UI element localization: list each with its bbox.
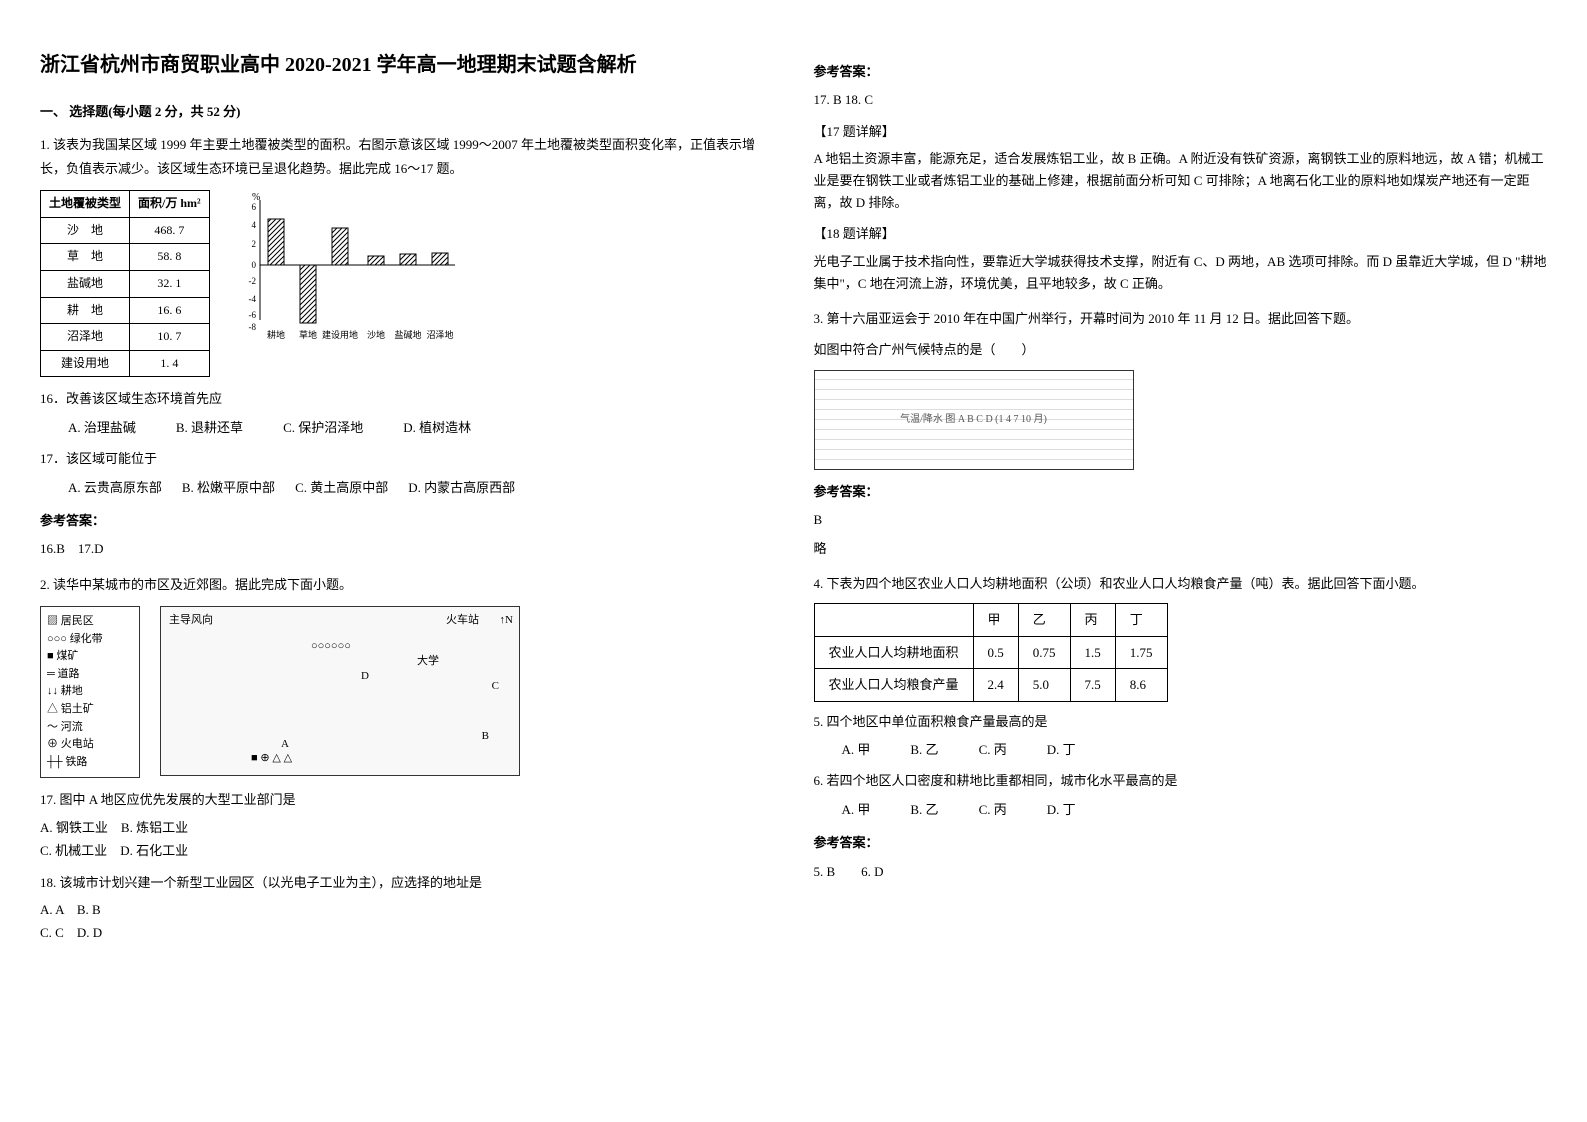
section-header: 一、 选择题(每小题 2 分，共 52 分) bbox=[40, 100, 774, 123]
explain17-title: 【17 题详解】 bbox=[814, 120, 1548, 143]
svg-text:-4: -4 bbox=[248, 294, 256, 304]
q4-stem: 4. 下表为四个地区农业人口人均耕地面积（公顷）和农业人口人均粮食产量（吨）表。… bbox=[814, 572, 1548, 595]
legend-item: ～ 河流 bbox=[47, 719, 133, 737]
opt: C. 丙 bbox=[979, 798, 1007, 821]
q1-16-opts: A. 治理盐碱 B. 退耕还草 C. 保护沼泽地 D. 植树造林 bbox=[40, 416, 774, 439]
answer-label: 参考答案： bbox=[814, 480, 1548, 503]
opt-row: C. C D. D bbox=[40, 921, 774, 944]
north-arrow: ↑N bbox=[500, 611, 513, 631]
opt: C. 黄土高原中部 bbox=[295, 476, 388, 499]
q1-figure-row: 土地覆被类型 面积/万 hm² 沙 地468. 7 草 地58. 8 盐碱地32… bbox=[40, 190, 774, 377]
table-row: 农业人口人均粮食产量 2.4 5.0 7.5 8.6 bbox=[814, 669, 1167, 701]
q1-16: 16．改善该区域生态环境首先应 bbox=[40, 387, 774, 410]
opt-row: A. A B. B bbox=[40, 898, 774, 921]
svg-text:建设用地: 建设用地 bbox=[322, 329, 358, 340]
table-row: 盐碱地32. 1 bbox=[41, 270, 210, 297]
table-row: 农业人口人均耕地面积 0.5 0.75 1.5 1.75 bbox=[814, 636, 1167, 668]
opt: D. 丁 bbox=[1047, 798, 1076, 821]
svg-text:盐碱地: 盐碱地 bbox=[394, 329, 421, 340]
table-row: 沙 地468. 7 bbox=[41, 217, 210, 244]
legend-item: ↓↓ 耕地 bbox=[47, 683, 133, 701]
opt-row: A. 钢铁工业 B. 炼铝工业 bbox=[40, 816, 774, 839]
q3-stem: 3. 第十六届亚运会于 2010 年在中国广州举行，开幕时间为 2010 年 1… bbox=[814, 307, 1548, 330]
legend-item: ┼┼ 铁路 bbox=[47, 754, 133, 772]
legend-item: ■ 煤矿 bbox=[47, 648, 133, 666]
opt-row: C. 机械工业 D. 石化工业 bbox=[40, 839, 774, 862]
svg-text:-2: -2 bbox=[248, 276, 256, 286]
table-row: 草 地58. 8 bbox=[41, 244, 210, 271]
q4-table: 甲 乙 丙 丁 农业人口人均耕地面积 0.5 0.75 1.5 1.75 农业人… bbox=[814, 603, 1168, 701]
svg-text:-8: -8 bbox=[248, 322, 256, 332]
q1-answer: 16.B 17.D bbox=[40, 537, 774, 560]
opt: C. 保护沼泽地 bbox=[283, 416, 363, 439]
q6-opts: A. 甲 B. 乙 C. 丙 D. 丁 bbox=[814, 798, 1548, 821]
svg-text:草地: 草地 bbox=[299, 329, 317, 340]
table-row: 沼泽地10. 7 bbox=[41, 324, 210, 351]
q6: 6. 若四个地区人口密度和耕地比重都相同，城市化水平最高的是 bbox=[814, 769, 1548, 792]
svg-text:0: 0 bbox=[251, 260, 256, 270]
q3-note: 略 bbox=[814, 537, 1548, 560]
legend-item: ═ 道路 bbox=[47, 666, 133, 684]
climate-chart-label: 气温/降水 图 A B C D (1 4 7 10 月) bbox=[900, 411, 1047, 429]
opt: A. 甲 bbox=[842, 738, 871, 761]
page-title: 浙江省杭州市商贸职业高中 2020-2021 学年高一地理期末试题含解析 bbox=[40, 50, 774, 80]
explain18: 光电子工业属于技术指向性，要靠近大学城获得技术支撑，附近有 C、D 两地，AB … bbox=[814, 251, 1548, 295]
svg-text:6: 6 bbox=[251, 202, 256, 212]
svg-text:沙地: 沙地 bbox=[367, 329, 385, 340]
q5: 5. 四个地区中单位面积粮食产量最高的是 bbox=[814, 710, 1548, 733]
map-legend: ▨ 居民区 ○○○ 绿化带 ■ 煤矿 ═ 道路 ↓↓ 耕地 △ 铝土矿 ～ 河流… bbox=[40, 606, 140, 778]
table-row: 建设用地1. 4 bbox=[41, 350, 210, 377]
q2-18: 18. 该城市计划兴建一个新型工业园区（以光电子工业为主），应选择的地址是 bbox=[40, 871, 774, 894]
q5-opts: A. 甲 B. 乙 C. 丙 D. 丁 bbox=[814, 738, 1548, 761]
right-column: 参考答案： 17. B 18. C 【17 题详解】 A 地铝土资源丰富，能源充… bbox=[814, 50, 1548, 1072]
answer-label: 参考答案： bbox=[814, 60, 1548, 83]
q4-answer: 5. B 6. D bbox=[814, 860, 1548, 883]
legend-item: ⊕ 火电站 bbox=[47, 736, 133, 754]
legend-item: ○○○ 绿化带 bbox=[47, 631, 133, 649]
q2-17: 17. 图中 A 地区应优先发展的大型工业部门是 bbox=[40, 788, 774, 811]
svg-text:2: 2 bbox=[251, 239, 256, 249]
q3-text: 如图中符合广州气候特点的是（ ） bbox=[814, 338, 1548, 361]
opt: D. 植树造林 bbox=[403, 416, 471, 439]
opt: A. 治理盐碱 bbox=[68, 416, 136, 439]
legend-item: ▨ 居民区 bbox=[47, 613, 133, 631]
opt: C. 丙 bbox=[979, 738, 1007, 761]
opt: B. 松嫩平原中部 bbox=[182, 476, 275, 499]
explain17: A 地铝土资源丰富，能源充足，适合发展炼铝工业，故 B 正确。A 附近没有铁矿资… bbox=[814, 148, 1548, 214]
q1-table: 土地覆被类型 面积/万 hm² 沙 地468. 7 草 地58. 8 盐碱地32… bbox=[40, 190, 210, 377]
svg-text:-6: -6 bbox=[248, 310, 256, 320]
table-row: 耕 地16. 6 bbox=[41, 297, 210, 324]
q2-figure: ▨ 居民区 ○○○ 绿化带 ■ 煤矿 ═ 道路 ↓↓ 耕地 △ 铝土矿 ～ 河流… bbox=[40, 606, 774, 778]
q1-bar-chart: 6 4 2 0 -2 -4 -6 -8 % 耕地 草地 建设用地 沙地 bbox=[230, 190, 460, 340]
ans-17-18: 17. B 18. C bbox=[814, 88, 1548, 111]
q1-17-opts: A. 云贵高原东部 B. 松嫩平原中部 C. 黄土高原中部 D. 内蒙古高原西部 bbox=[40, 476, 774, 499]
explain18-title: 【18 题详解】 bbox=[814, 222, 1548, 245]
opt: A. 甲 bbox=[842, 798, 871, 821]
left-column: 浙江省杭州市商贸职业高中 2020-2021 学年高一地理期末试题含解析 一、 … bbox=[40, 50, 774, 1072]
svg-text:4: 4 bbox=[251, 220, 256, 230]
answer-label: 参考答案： bbox=[40, 509, 774, 532]
answer-label: 参考答案： bbox=[814, 831, 1548, 854]
q1-th-1: 面积/万 hm² bbox=[130, 191, 210, 218]
opt: B. 乙 bbox=[910, 798, 938, 821]
q3-answer: B bbox=[814, 508, 1548, 531]
opt: B. 乙 bbox=[910, 738, 938, 761]
q1-th-0: 土地覆被类型 bbox=[41, 191, 130, 218]
opt: D. 丁 bbox=[1047, 738, 1076, 761]
opt: A. 云贵高原东部 bbox=[68, 476, 162, 499]
legend-item: △ 铝土矿 bbox=[47, 701, 133, 719]
q1-stem: 1. 该表为我国某区域 1999 年主要土地覆被类型的面积。右图示意该区域 19… bbox=[40, 133, 774, 180]
opt: B. 退耕还草 bbox=[176, 416, 243, 439]
q1-17: 17．该区域可能位于 bbox=[40, 447, 774, 470]
city-map: 主导风向 火车站 ↑N 大学 A B C D ■ ⊕ △ △ ○○○○○○ bbox=[160, 606, 520, 776]
opt: D. 内蒙古高原西部 bbox=[408, 476, 515, 499]
ylabel: % bbox=[252, 192, 260, 203]
table-row: 甲 乙 丙 丁 bbox=[814, 604, 1167, 636]
svg-text:耕地: 耕地 bbox=[267, 329, 285, 340]
q2-stem: 2. 读华中某城市的市区及近郊图。据此完成下面小题。 bbox=[40, 573, 774, 596]
climate-chart: 气温/降水 图 A B C D (1 4 7 10 月) bbox=[814, 370, 1134, 470]
svg-text:沼泽地: 沼泽地 bbox=[426, 329, 453, 340]
